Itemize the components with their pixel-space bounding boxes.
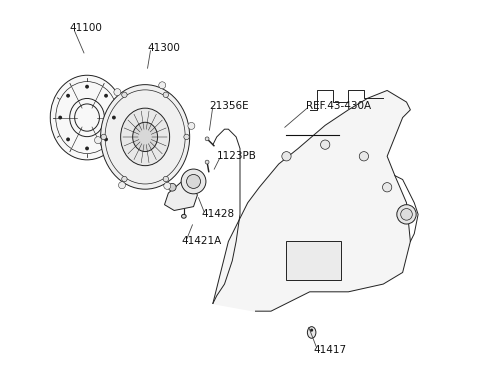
Circle shape	[66, 137, 70, 141]
Polygon shape	[213, 90, 410, 311]
Ellipse shape	[101, 85, 190, 189]
Ellipse shape	[50, 75, 124, 160]
Text: 41300: 41300	[147, 43, 180, 53]
Text: REF.43-430A: REF.43-430A	[306, 101, 371, 111]
Circle shape	[168, 183, 176, 191]
Circle shape	[359, 152, 369, 161]
Circle shape	[104, 137, 108, 141]
Circle shape	[85, 85, 89, 89]
Ellipse shape	[132, 122, 157, 152]
Text: 41417: 41417	[313, 345, 347, 355]
Circle shape	[112, 115, 116, 119]
Circle shape	[321, 140, 330, 149]
Circle shape	[181, 169, 206, 194]
Circle shape	[159, 82, 166, 89]
Circle shape	[58, 115, 62, 119]
Circle shape	[163, 92, 168, 98]
Bar	[287, 241, 341, 280]
Circle shape	[187, 174, 201, 188]
Circle shape	[184, 134, 189, 140]
Circle shape	[66, 94, 70, 98]
Circle shape	[104, 94, 108, 98]
Circle shape	[205, 137, 209, 141]
Circle shape	[282, 152, 291, 161]
Circle shape	[310, 329, 313, 332]
Bar	[86, 119, 94, 123]
Circle shape	[188, 122, 195, 129]
Circle shape	[122, 92, 127, 98]
Bar	[86, 112, 94, 117]
Ellipse shape	[120, 108, 169, 166]
Text: 41421A: 41421A	[182, 236, 222, 246]
Circle shape	[205, 160, 209, 164]
Circle shape	[119, 182, 125, 189]
Circle shape	[397, 205, 416, 224]
Bar	[80, 112, 88, 117]
Circle shape	[114, 89, 121, 96]
Bar	[80, 119, 88, 123]
Circle shape	[95, 136, 101, 144]
Circle shape	[122, 176, 127, 182]
Circle shape	[163, 176, 168, 182]
Ellipse shape	[181, 215, 186, 218]
Circle shape	[383, 183, 392, 192]
Circle shape	[101, 134, 107, 140]
Ellipse shape	[307, 327, 316, 338]
Circle shape	[164, 183, 171, 190]
Text: 21356E: 21356E	[209, 101, 249, 111]
Text: 1123PB: 1123PB	[217, 151, 257, 161]
Circle shape	[401, 209, 412, 220]
Text: 41428: 41428	[201, 209, 234, 219]
Circle shape	[85, 147, 89, 151]
Polygon shape	[165, 181, 197, 211]
Text: 41100: 41100	[70, 23, 103, 34]
